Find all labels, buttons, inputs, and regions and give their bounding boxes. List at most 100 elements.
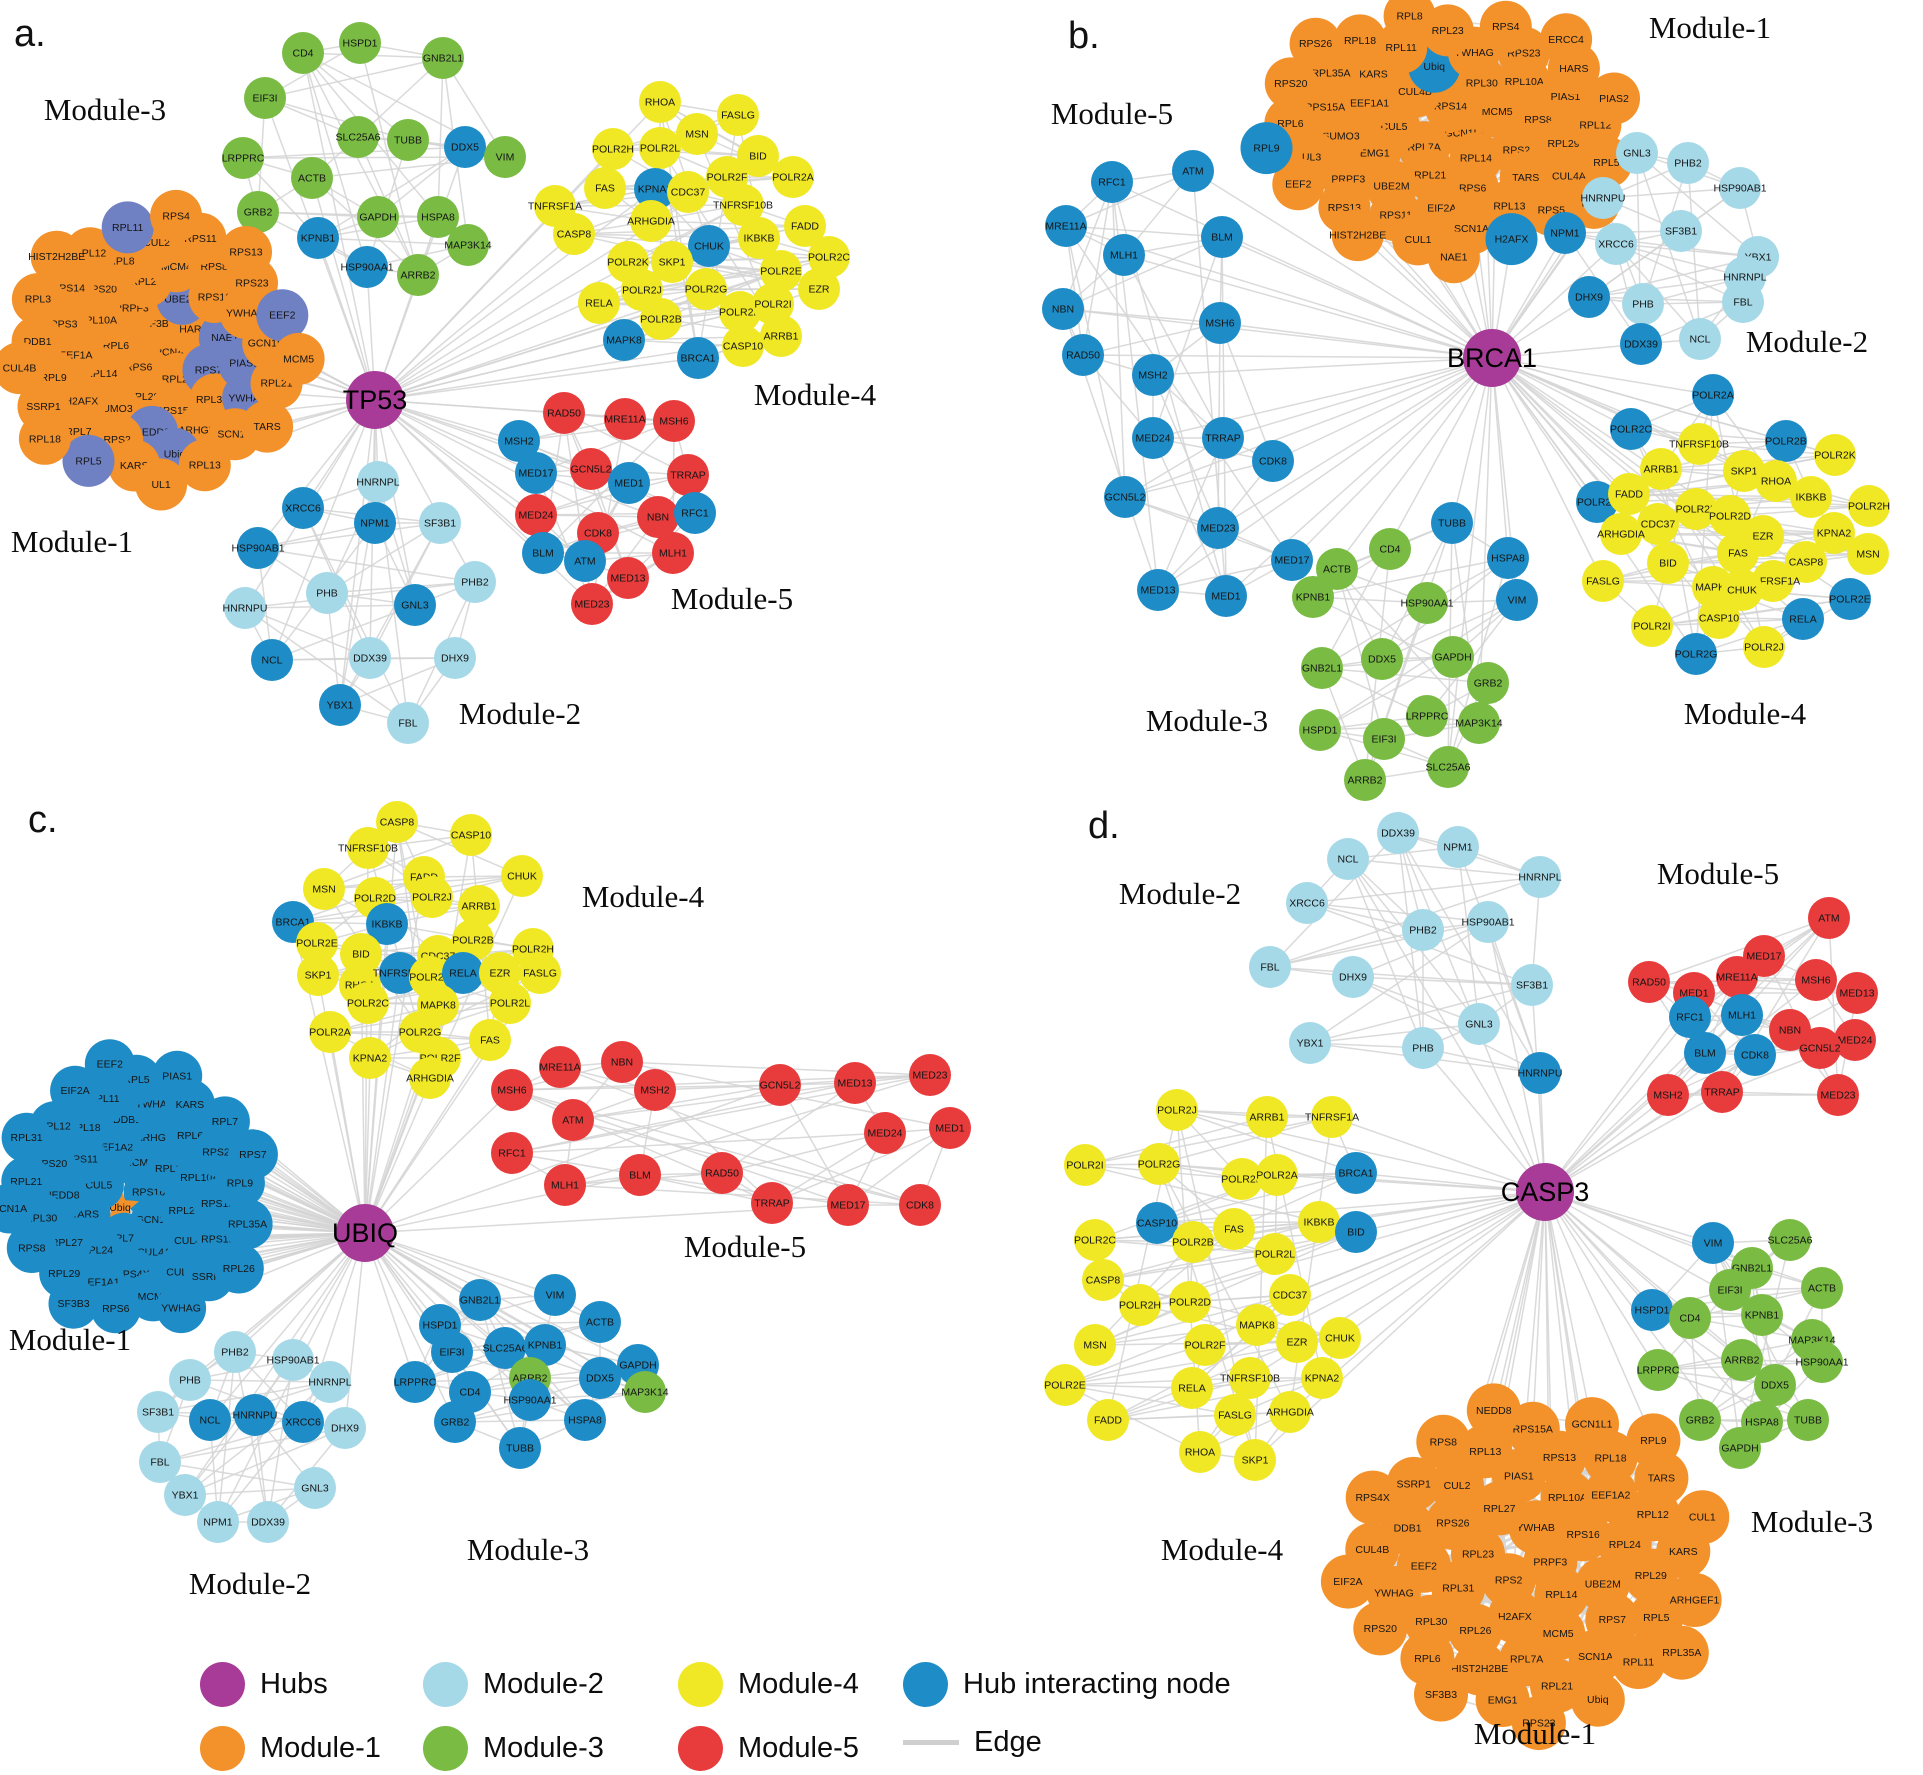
node-VIM[interactable]: VIM xyxy=(534,1274,576,1316)
node-RPS4X[interactable]: RPS4X xyxy=(1345,1470,1400,1525)
node-BRCA1[interactable]: BRCA1 xyxy=(1335,1152,1377,1194)
node-HSPA8[interactable]: HSPA8 xyxy=(1487,537,1529,579)
node-DHX9[interactable]: DHX9 xyxy=(434,637,476,679)
node-ERCC4[interactable]: ERCC4 xyxy=(1540,13,1593,66)
node-CASP10[interactable]: CASP10 xyxy=(722,325,764,367)
node-POLR2L[interactable]: POLR2L xyxy=(489,982,531,1024)
node-PHB2[interactable]: PHB2 xyxy=(454,561,496,603)
node-PHB[interactable]: PHB xyxy=(1402,1027,1444,1069)
node-FASLG[interactable]: FASLG xyxy=(1582,560,1624,602)
node-POLR2A[interactable]: POLR2A xyxy=(772,156,814,198)
node-H2AFX[interactable]: H2AFX xyxy=(1485,213,1538,266)
node-GCN5L2[interactable]: GCN5L2 xyxy=(1104,476,1146,518)
node-MED13[interactable]: MED13 xyxy=(607,557,649,599)
node-MED17[interactable]: MED17 xyxy=(1271,539,1313,581)
node-MED24[interactable]: MED24 xyxy=(1834,1019,1876,1061)
node-IKBKB[interactable]: IKBKB xyxy=(1298,1201,1340,1243)
node-RAD50[interactable]: RAD50 xyxy=(543,392,585,434)
node-RPL35A[interactable]: RPL35A xyxy=(222,1199,273,1249)
node-NCL[interactable]: NCL xyxy=(251,639,293,681)
node-POLR2E[interactable]: POLR2E xyxy=(1044,1364,1086,1406)
node-GRB2[interactable]: GRB2 xyxy=(1679,1399,1721,1441)
node-GRB2[interactable]: GRB2 xyxy=(1467,662,1509,704)
node-MED23[interactable]: MED23 xyxy=(571,583,613,625)
node-HSPD1[interactable]: HSPD1 xyxy=(1299,709,1341,751)
node-PIAS1[interactable]: PIAS1 xyxy=(152,1050,203,1101)
node-NBN[interactable]: NBN xyxy=(1042,288,1084,330)
node-MED1[interactable]: MED1 xyxy=(608,462,650,504)
node-NBN[interactable]: NBN xyxy=(637,496,679,538)
node-ACTB[interactable]: ACTB xyxy=(1801,1267,1843,1309)
node-DDX5[interactable]: DDX5 xyxy=(1754,1364,1796,1406)
node-BLM[interactable]: BLM xyxy=(619,1154,661,1196)
node-BRCA1[interactable]: BRCA1 xyxy=(677,337,719,379)
node-KPNB1[interactable]: KPNB1 xyxy=(1741,1294,1783,1336)
node-MLH1[interactable]: MLH1 xyxy=(652,532,694,574)
node-ARRB2[interactable]: ARRB2 xyxy=(1344,759,1386,801)
node-KPNB1[interactable]: KPNB1 xyxy=(297,217,339,259)
node-MLH1[interactable]: MLH1 xyxy=(544,1164,586,1206)
node-TUBB[interactable]: TUBB xyxy=(387,119,429,161)
node-MAPK8[interactable]: MAPK8 xyxy=(603,319,645,361)
node-GRB2[interactable]: GRB2 xyxy=(434,1401,476,1443)
node-DDX5[interactable]: DDX5 xyxy=(579,1357,621,1399)
node-MSH2[interactable]: MSH2 xyxy=(1647,1074,1689,1116)
node-TNFRSF1A[interactable]: TNFRSF1A xyxy=(1305,1096,1359,1138)
node-LRPPRC[interactable]: LRPPRC xyxy=(1406,695,1449,737)
node-YBX1[interactable]: YBX1 xyxy=(319,684,361,726)
node-GCN5L2[interactable]: GCN5L2 xyxy=(570,448,612,490)
node-CDK8[interactable]: CDK8 xyxy=(899,1184,941,1226)
node-ACTB[interactable]: ACTB xyxy=(579,1301,621,1343)
node-DHX9[interactable]: DHX9 xyxy=(1568,276,1610,318)
node-MSN[interactable]: MSN xyxy=(303,868,345,910)
node-TRRAP[interactable]: TRRAP xyxy=(751,1182,793,1224)
node-GNL3[interactable]: GNL3 xyxy=(1616,132,1658,174)
node-CD4[interactable]: CD4 xyxy=(1369,528,1411,570)
node-RPS26[interactable]: RPS26 xyxy=(1289,17,1342,70)
node-GCN5L2[interactable]: GCN5L2 xyxy=(759,1064,801,1106)
node-BID[interactable]: BID xyxy=(1647,542,1689,584)
node-POLR2C[interactable]: POLR2C xyxy=(1074,1219,1116,1261)
node-LRPPRC[interactable]: LRPPRC xyxy=(394,1361,437,1403)
node-NCL[interactable]: NCL xyxy=(1327,838,1369,880)
node-RELA[interactable]: RELA xyxy=(578,282,620,324)
node-EIF3I[interactable]: EIF3I xyxy=(431,1331,473,1373)
node-PHB[interactable]: PHB xyxy=(306,572,348,614)
node-POLR2G[interactable]: POLR2G xyxy=(1138,1143,1181,1185)
node-VIM[interactable]: VIM xyxy=(1692,1222,1734,1264)
node-RPS20[interactable]: RPS20 xyxy=(1353,1601,1408,1656)
node-MSH6[interactable]: MSH6 xyxy=(653,400,695,442)
node-GCN1L1[interactable]: GCN1L1 xyxy=(1565,1397,1619,1452)
node-XRCC6[interactable]: XRCC6 xyxy=(1595,223,1637,265)
node-FAS[interactable]: FAS xyxy=(584,167,626,209)
node-RPL9[interactable]: RPL9 xyxy=(1240,122,1293,175)
node-DHX9[interactable]: DHX9 xyxy=(1332,956,1374,998)
node-EZR[interactable]: EZR xyxy=(798,268,840,310)
node-KPNB1[interactable]: KPNB1 xyxy=(1292,576,1334,618)
node-MED24[interactable]: MED24 xyxy=(515,494,557,536)
node-MED17[interactable]: MED17 xyxy=(515,452,557,494)
node-TUBB[interactable]: TUBB xyxy=(1431,502,1473,544)
node-HNRNPU[interactable]: HNRNPU xyxy=(223,587,268,629)
node-CUL1[interactable]: CUL1 xyxy=(1675,1490,1730,1545)
node-TRRAP[interactable]: TRRAP xyxy=(1701,1071,1743,1113)
node-YBX1[interactable]: YBX1 xyxy=(164,1474,206,1516)
node-POLR2C[interactable]: POLR2C xyxy=(1610,408,1652,450)
node-FAS[interactable]: FAS xyxy=(1717,532,1759,574)
node-MSH6[interactable]: MSH6 xyxy=(1795,959,1837,1001)
node-MED23[interactable]: MED23 xyxy=(1817,1074,1859,1116)
node-FASLG[interactable]: FASLG xyxy=(519,952,561,994)
node-TARS[interactable]: TARS xyxy=(241,400,294,453)
node-MCM5[interactable]: MCM5 xyxy=(272,332,325,385)
node-RHOA[interactable]: RHOA xyxy=(639,81,681,123)
node-TRRAP[interactable]: TRRAP xyxy=(667,454,709,496)
node-TRRAP[interactable]: TRRAP xyxy=(1202,417,1244,459)
node-DDX39[interactable]: DDX39 xyxy=(349,637,391,679)
node-CDC37[interactable]: CDC37 xyxy=(1269,1274,1311,1316)
node-NEDD8[interactable]: NEDD8 xyxy=(1466,1383,1521,1438)
node-KPNA2[interactable]: KPNA2 xyxy=(1301,1357,1343,1399)
node-RPL11[interactable]: RPL11 xyxy=(101,201,154,254)
node-NBN[interactable]: NBN xyxy=(601,1041,643,1083)
node-DDX39[interactable]: DDX39 xyxy=(247,1501,289,1543)
node-MSN[interactable]: MSN xyxy=(1074,1324,1116,1366)
